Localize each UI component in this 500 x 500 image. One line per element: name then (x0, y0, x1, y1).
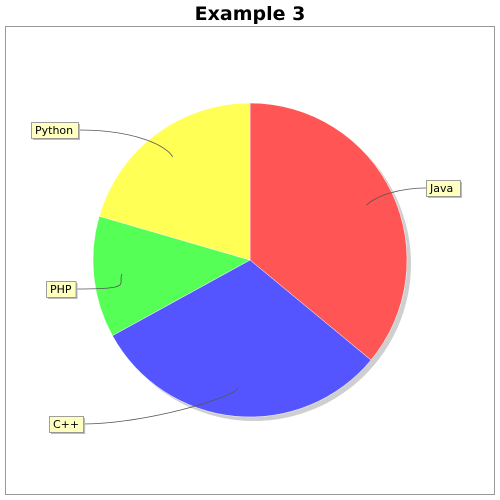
leader-line-java (366, 187, 427, 206)
slice-label-box-java (426, 180, 461, 197)
pie-slice-php[interactable] (92, 215, 251, 336)
slice-label-box-python (31, 122, 79, 139)
pie-slice-python[interactable] (98, 102, 251, 261)
slice-label-php: PHP (50, 283, 72, 296)
slice-label-box-php (46, 281, 77, 298)
leader-line-php (75, 273, 123, 290)
pie-slice-java[interactable] (249, 102, 408, 361)
pie-slice-cpp[interactable] (112, 259, 372, 418)
slice-label-python: Python (35, 124, 73, 137)
slice-label-cpp: C++ (53, 418, 79, 431)
slice-label-box-cpp (49, 416, 85, 433)
chart-title: Example 3 (194, 3, 306, 25)
label-leaders (75, 129, 427, 425)
leader-line-cpp (83, 387, 239, 425)
slice-label-java: Java (429, 182, 453, 195)
leader-line-python (77, 129, 174, 158)
slice-labels: Java C++ PHP Python (31, 122, 462, 434)
pie-slices (92, 102, 408, 418)
